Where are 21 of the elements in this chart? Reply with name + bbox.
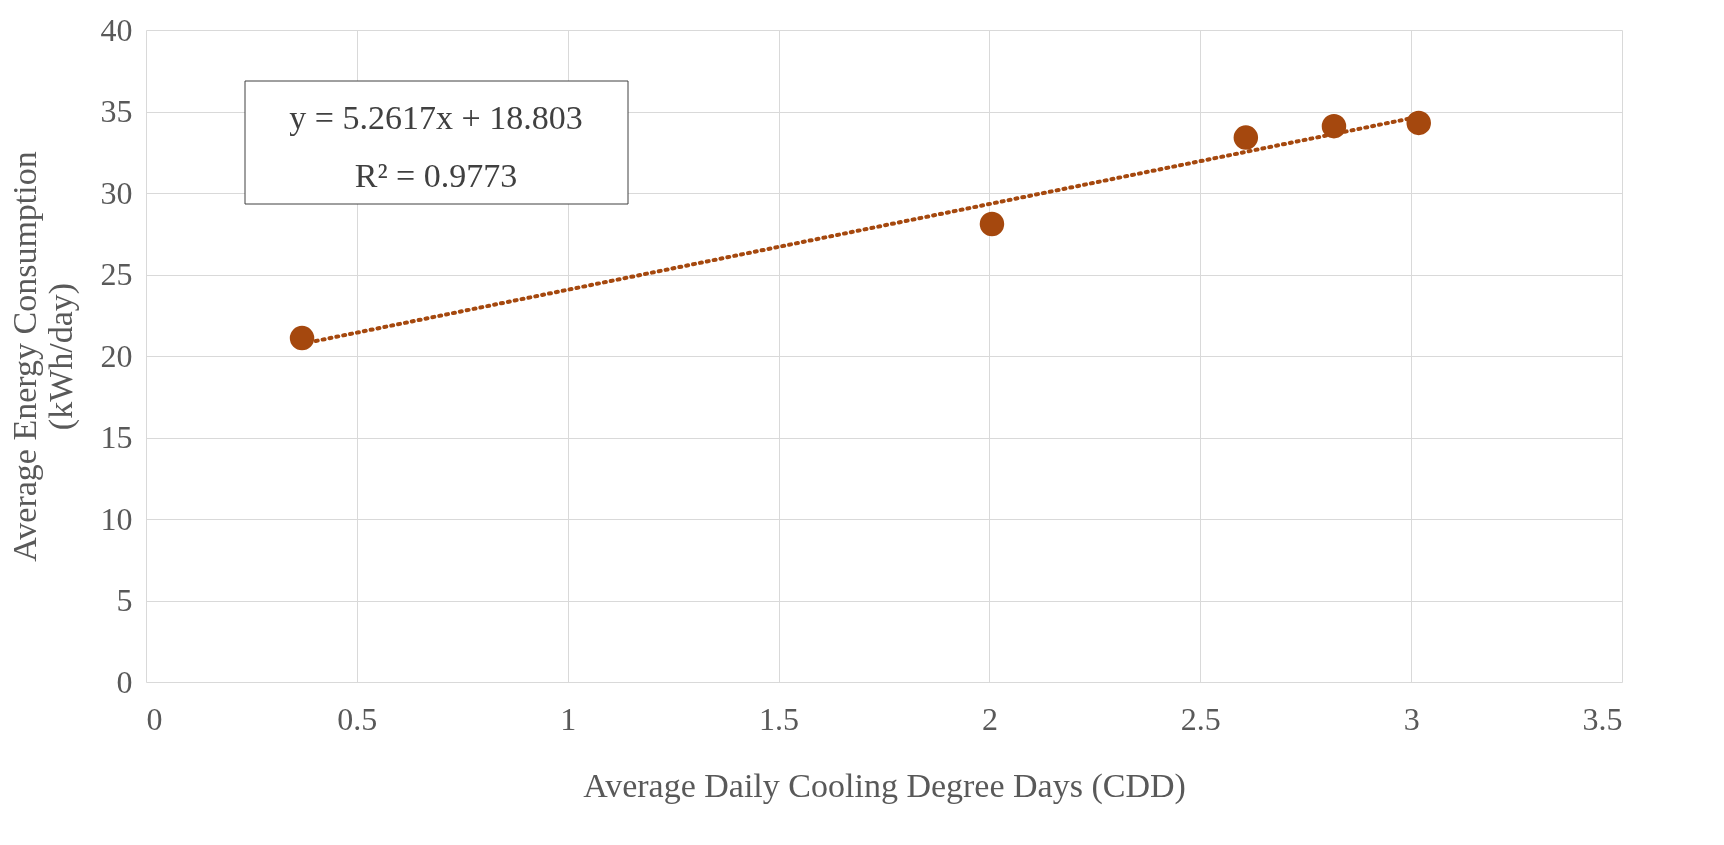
x-tick-label: 0 [146, 700, 163, 737]
y-tick-label: 40 [100, 11, 133, 48]
x-tick-label: 3.5 [1582, 700, 1623, 737]
text: Average Energy Consumption [5, 151, 43, 562]
x-tick-label: 0.5 [337, 700, 378, 737]
x-tick-label: 3 [1403, 700, 1420, 737]
y-tick-label: 30 [100, 174, 133, 211]
y-tick-label: 15 [100, 419, 133, 455]
y-tick-label: 10 [100, 500, 133, 537]
y-tick-label: 25 [100, 256, 133, 292]
x-axis-title: Average Daily Cooling Degree Days (CDD) [583, 766, 1186, 805]
y-tick-label: 5 [116, 582, 133, 618]
annotation: y = 5.2617x + 18.803 [289, 99, 583, 136]
y-tick-label: 35 [100, 93, 133, 129]
y-tick-label: 20 [100, 337, 133, 374]
x-tick-label: 1 [560, 700, 577, 737]
x-tick-label: 2 [981, 700, 998, 737]
annotation: R² = 0.9773 [354, 157, 518, 194]
x-tick-label: 1.5 [759, 700, 800, 737]
y-tick-label: 0 [116, 663, 133, 700]
x-tick-label: 2.5 [1180, 700, 1221, 737]
